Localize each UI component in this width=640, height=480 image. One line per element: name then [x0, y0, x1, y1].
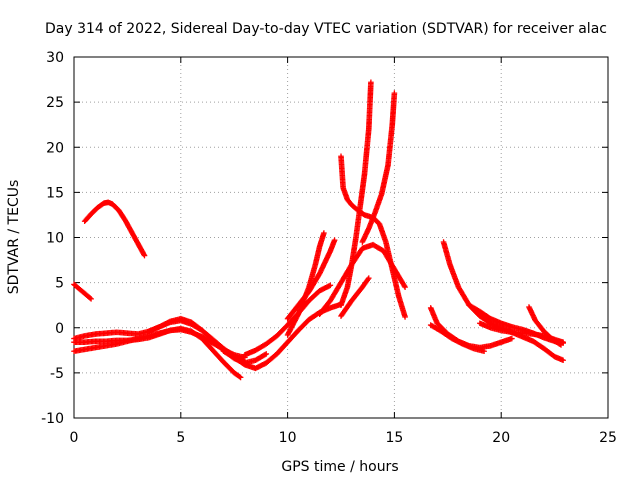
data-point-marker	[391, 90, 398, 96]
x-tick-label: 25	[599, 430, 617, 446]
y-tick-label: 25	[46, 95, 64, 111]
data-point-marker	[87, 295, 93, 301]
axis-ticks: 0 5 10 15 20 25 -10 -5 0 5 10 15 20 25 30	[41, 50, 617, 446]
data-series-track-10	[284, 237, 338, 322]
data-series-track-17	[427, 322, 487, 355]
data-series-track-13	[338, 79, 374, 308]
data-point-marker	[321, 230, 327, 236]
data-series-track-14	[359, 90, 398, 245]
data-series	[71, 79, 566, 381]
data-point-marker	[558, 342, 564, 348]
data-point-marker	[263, 351, 270, 357]
data-point-marker	[141, 252, 148, 259]
data-point-marker	[262, 351, 268, 358]
data-point-marker	[88, 296, 94, 302]
x-tick-label: 10	[279, 430, 297, 446]
data-point-marker	[402, 314, 408, 320]
data-point-marker	[368, 79, 374, 86]
y-tick-label: 30	[46, 50, 64, 66]
data-point-marker	[481, 348, 487, 355]
data-point-marker	[327, 282, 334, 289]
y-tick-label: 10	[46, 231, 64, 247]
y-tick-label: 15	[46, 185, 64, 201]
data-point-marker	[557, 341, 563, 348]
data-series-track-15	[338, 275, 372, 319]
data-series-track-01	[71, 281, 94, 302]
data-point-marker	[401, 283, 408, 289]
data-series-track-02	[81, 199, 148, 259]
y-tick-label: -10	[41, 411, 64, 427]
data-point-marker	[365, 275, 372, 281]
data-point-marker	[509, 335, 515, 342]
y-axis-label: SDTVAR / TECUs	[6, 180, 22, 295]
chart-title: Day 314 of 2022, Sidereal Day-to-day VTE…	[45, 21, 607, 37]
y-tick-label: 20	[46, 140, 64, 156]
data-series-track-21	[526, 304, 564, 348]
y-tick-label: 0	[55, 321, 64, 337]
data-point-marker	[365, 276, 371, 283]
data-point-marker	[402, 284, 408, 290]
data-point-marker	[331, 237, 338, 244]
x-tick-label: 0	[70, 430, 79, 446]
grid	[74, 57, 608, 418]
data-point-marker	[560, 357, 566, 364]
data-series-track-12	[338, 153, 408, 320]
x-tick-label: 20	[492, 430, 510, 446]
y-tick-label: 5	[55, 276, 64, 292]
x-tick-label: 5	[176, 430, 185, 446]
x-tick-label: 15	[385, 430, 403, 446]
y-tick-label: -5	[50, 366, 64, 382]
data-point-marker	[237, 374, 244, 381]
x-axis-label: GPS time / hours	[281, 459, 398, 475]
data-point-marker	[236, 373, 243, 380]
data-series-track-07	[220, 301, 344, 372]
data-series-track-05	[71, 326, 248, 361]
